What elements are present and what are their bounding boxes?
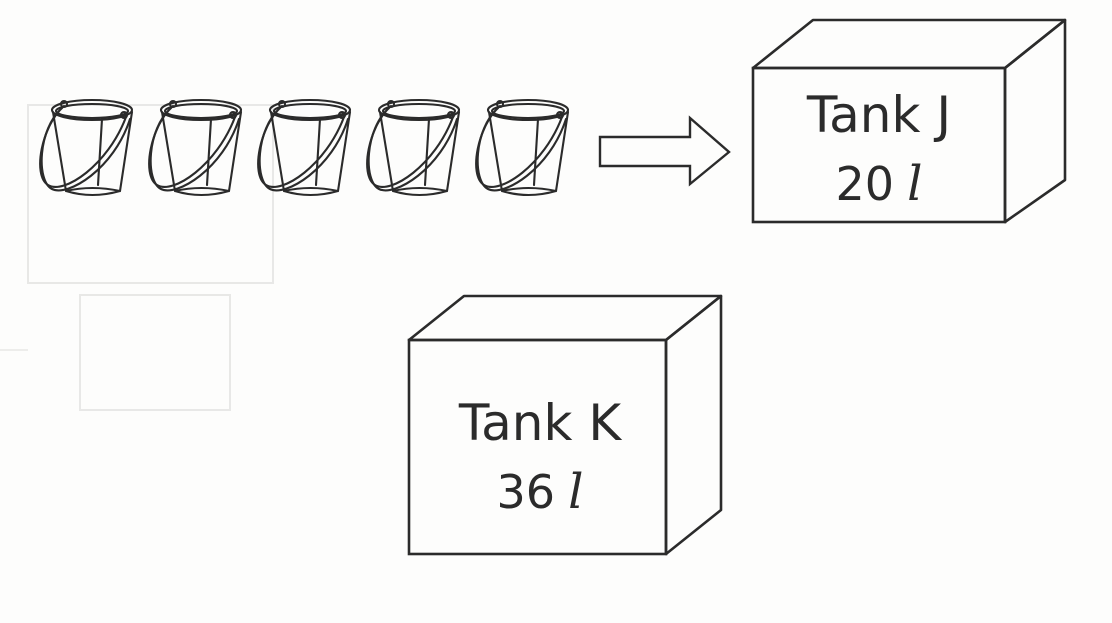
right-arrow-icon xyxy=(598,115,731,187)
bleed-through-marks xyxy=(0,104,274,411)
bucket-icon xyxy=(39,98,134,197)
bucket-icon xyxy=(257,98,352,197)
tank-j-capacity-value: 20 xyxy=(836,157,895,211)
tank-k-box: Tank K 36 l xyxy=(407,294,723,556)
bucket-icon xyxy=(366,98,461,197)
bucket-icon xyxy=(148,98,243,197)
tank-j-box: Tank J 20 l xyxy=(751,18,1067,224)
bucket-row xyxy=(39,98,570,197)
tank-k-capacity: 36 l xyxy=(497,464,584,520)
tank-k-capacity-unit: l xyxy=(568,464,583,520)
tank-j-capacity: 20 l xyxy=(836,156,923,212)
bucket-icon xyxy=(475,98,570,197)
tank-k-capacity-value: 36 xyxy=(497,465,556,519)
tank-j-capacity-unit: l xyxy=(907,156,922,212)
tank-k-name: Tank K xyxy=(458,394,622,452)
tank-j-name: Tank J xyxy=(806,86,951,144)
